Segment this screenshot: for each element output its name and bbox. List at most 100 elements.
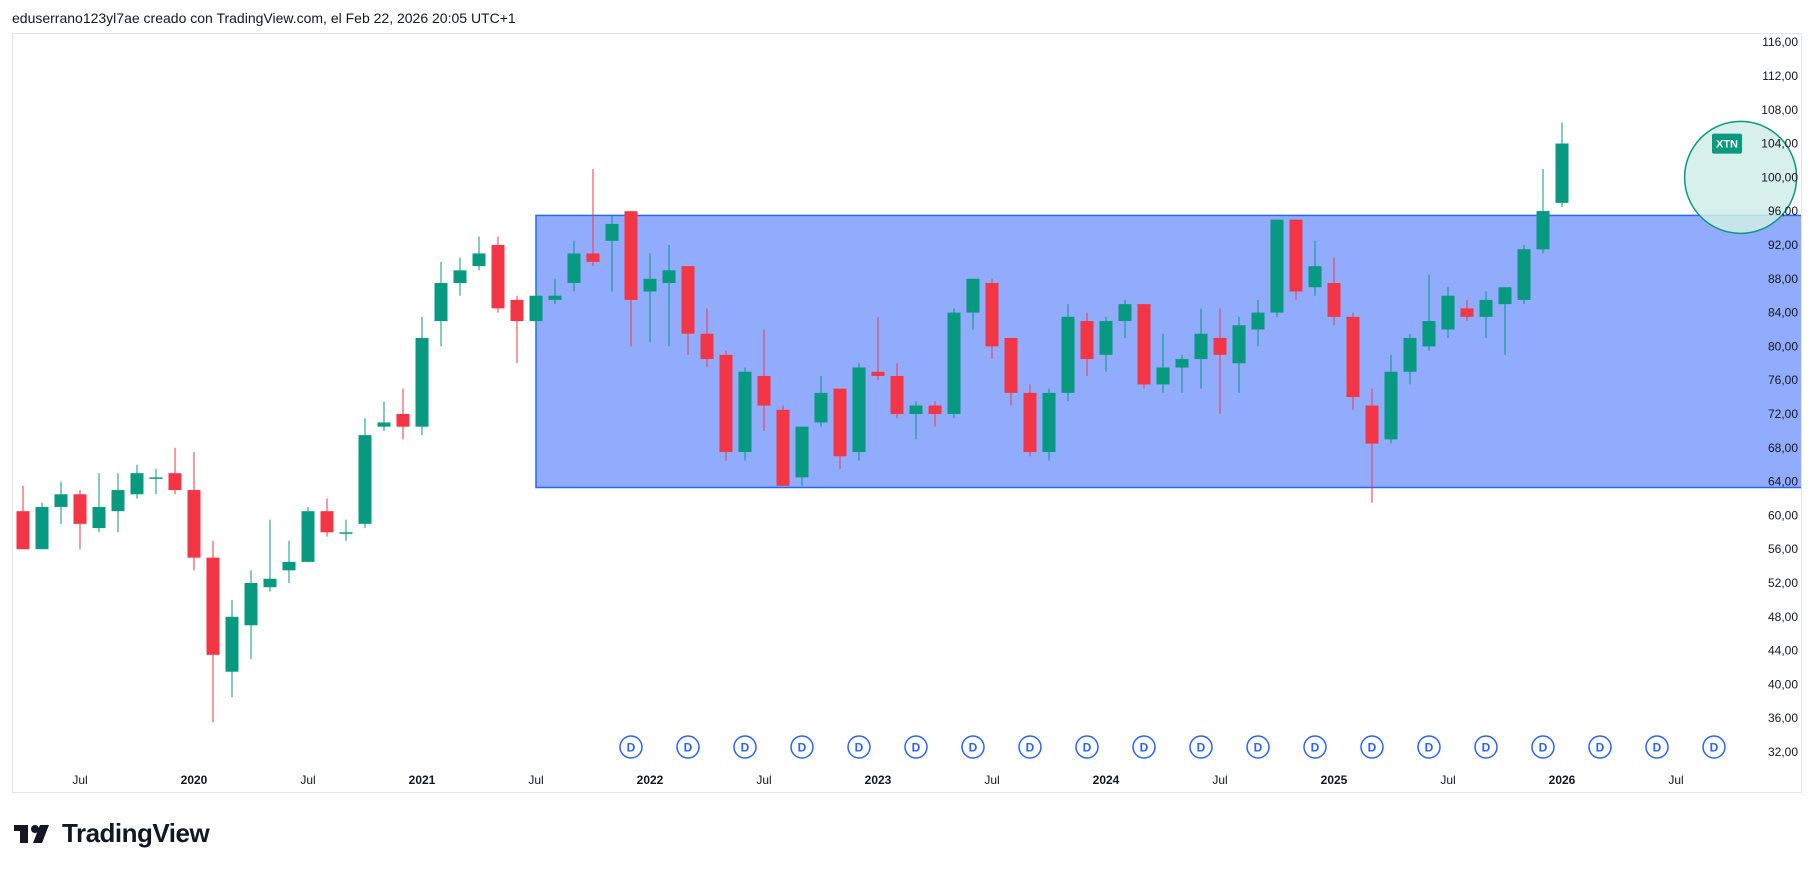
dividend-marker: D — [904, 735, 928, 759]
candle-body — [1023, 392, 1037, 453]
chart-header-attribution: eduserrano123yl7ae creado con TradingVie… — [12, 10, 516, 26]
candle-body — [1327, 283, 1341, 317]
dividend-marker: D — [961, 735, 985, 759]
dividend-marker-label: D — [1482, 741, 1491, 755]
candle-body — [1555, 143, 1569, 203]
price-tick-label: 56,00 — [1768, 542, 1798, 556]
dividend-marker: D — [1645, 735, 1669, 759]
last-price-badge — [1712, 133, 1742, 154]
price-tick-label: 32,00 — [1768, 745, 1798, 759]
candle-body — [1270, 219, 1284, 313]
last-price-badge-group: XTN — [1712, 133, 1742, 154]
brand-name: TradingView — [62, 818, 210, 848]
dividend-marker-circle — [733, 735, 757, 759]
candle-body — [358, 435, 372, 524]
candle — [225, 599, 239, 698]
candle-body — [909, 405, 923, 414]
candle — [434, 261, 448, 347]
candle — [1517, 245, 1531, 305]
dividend-marker: D — [1474, 735, 1498, 759]
candle-body — [605, 223, 619, 241]
last-price-badge-label: XTN — [1716, 139, 1738, 151]
candle-body — [795, 426, 809, 478]
candle — [168, 447, 182, 495]
candle — [1289, 219, 1303, 300]
candle — [985, 278, 999, 360]
candle-body — [1536, 211, 1550, 250]
candle-body — [548, 295, 562, 300]
candle — [947, 308, 961, 419]
candle — [358, 418, 372, 529]
price-tick-label: 60,00 — [1768, 508, 1798, 522]
candle-body — [453, 270, 467, 284]
candle-body — [1498, 287, 1512, 305]
candle — [1498, 287, 1512, 355]
candle-body — [1080, 321, 1094, 360]
candle-body — [1346, 316, 1360, 398]
candle — [111, 473, 125, 533]
candle — [1308, 240, 1322, 296]
price-tick-label: 44,00 — [1768, 644, 1798, 658]
candle-body — [472, 253, 486, 267]
candle — [1479, 291, 1493, 338]
candle — [529, 287, 543, 330]
candle — [244, 570, 258, 660]
candle — [681, 266, 695, 355]
dividend-marker: D — [1360, 735, 1384, 759]
price-tick-label: 40,00 — [1768, 677, 1798, 691]
candle-body — [1251, 312, 1265, 330]
candle — [16, 485, 30, 550]
candle — [35, 502, 49, 550]
price-tick-label: 96,00 — [1768, 204, 1798, 218]
candle-body — [947, 312, 961, 414]
candle-body — [510, 299, 524, 322]
candle — [966, 278, 980, 330]
candle — [415, 316, 429, 436]
candle-body — [111, 490, 125, 512]
dividend-marker-label: D — [1197, 741, 1206, 755]
dividend-marker: D — [1075, 735, 1099, 759]
tradingview-brand[interactable]: TradingView — [14, 818, 210, 849]
candle-body — [681, 266, 695, 334]
candle — [491, 236, 505, 313]
price-tick-label: 80,00 — [1768, 339, 1798, 353]
dividend-marker-circle — [1702, 735, 1726, 759]
candle — [757, 329, 771, 431]
candle-body — [871, 371, 885, 376]
candle — [320, 498, 334, 537]
dividend-marker-label: D — [1026, 741, 1035, 755]
candle — [1422, 274, 1436, 351]
dividend-marker-circle — [1075, 735, 1099, 759]
dividend-marker-label: D — [1425, 741, 1434, 755]
dividend-marker-circle — [619, 735, 643, 759]
time-tick-label: 2026 — [1549, 773, 1576, 787]
candle — [54, 481, 68, 524]
candle — [92, 473, 106, 533]
dividend-marker-label: D — [1140, 741, 1149, 755]
candle-body — [776, 409, 790, 486]
candle-body — [890, 375, 904, 414]
candle — [1460, 299, 1474, 322]
candle-body — [833, 388, 847, 457]
dividend-marker-label: D — [798, 741, 807, 755]
price-tick-label: 116,00 — [1762, 35, 1798, 49]
dividend-marker-circle — [1189, 735, 1213, 759]
candle-body — [1137, 304, 1151, 385]
candle — [1042, 388, 1056, 461]
candle-body — [738, 371, 752, 453]
candle — [396, 388, 410, 440]
time-tick-label: 2020 — [181, 773, 208, 787]
dividend-marker-label: D — [855, 741, 864, 755]
candle — [624, 211, 638, 347]
candle-body — [985, 283, 999, 347]
dividend-marker-label: D — [1596, 741, 1605, 755]
candle-body — [282, 561, 296, 571]
price-tick-label: 108,00 — [1761, 103, 1798, 117]
candle — [1004, 337, 1018, 406]
candle — [776, 405, 790, 486]
candle — [1384, 354, 1398, 444]
candle — [453, 257, 467, 296]
dividend-marker-circle — [790, 735, 814, 759]
candle-body — [852, 367, 866, 453]
